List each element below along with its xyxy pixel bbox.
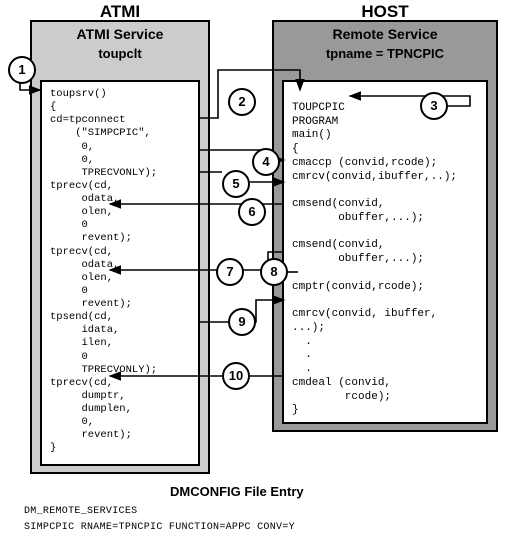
footer-line-1: DM_REMOTE_SERVICES (24, 506, 137, 517)
badge-3: 3 (420, 92, 448, 120)
badge-4: 4 (252, 148, 280, 176)
atmi-client: toupclt (32, 46, 208, 61)
badge-2: 2 (228, 88, 256, 116)
badge-10: 10 (222, 362, 250, 390)
badge-1: 1 (8, 56, 36, 84)
atmi-header: ATMI (32, 2, 208, 22)
host-header: HOST (274, 2, 496, 22)
badge-8: 8 (260, 258, 288, 286)
badge-9: 9 (228, 308, 256, 336)
atmi-service: ATMI Service (32, 26, 208, 42)
footer-title: DMCONFIG File Entry (170, 484, 304, 499)
badge-5: 5 (222, 170, 250, 198)
host-service: Remote Service (274, 26, 496, 42)
badge-6: 6 (238, 198, 266, 226)
host-code: TOUPCPIC PROGRAM main() { cmaccp (convid… (282, 80, 488, 424)
atmi-code: toupsrv() { cd=tpconnect ("SIMPCPIC", 0,… (40, 80, 200, 466)
host-tpname: tpname = TPNCPIC (274, 46, 496, 61)
footer-line-2: SIMPCPIC RNAME=TPNCPIC FUNCTION=APPC CON… (24, 522, 295, 533)
badge-7: 7 (216, 258, 244, 286)
